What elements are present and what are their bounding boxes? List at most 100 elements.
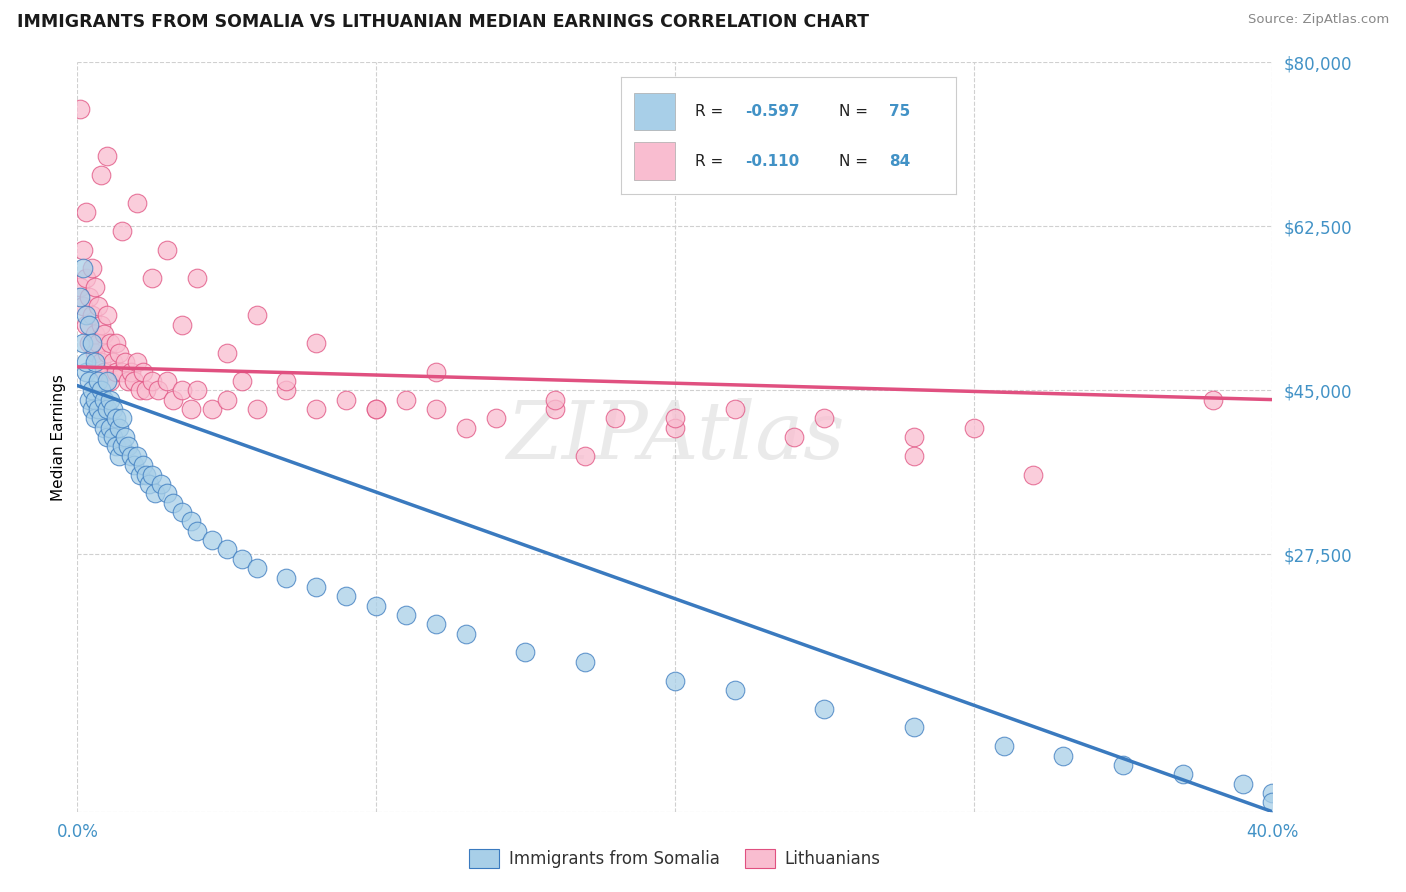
Point <box>425 365 447 379</box>
Point <box>98 421 121 435</box>
Point <box>1022 467 1045 482</box>
Point <box>135 467 157 482</box>
Point <box>141 467 163 482</box>
Point <box>127 355 149 369</box>
Point <box>162 392 184 407</box>
Point <box>454 626 477 640</box>
Point <box>132 365 155 379</box>
Point <box>138 476 160 491</box>
Point <box>215 392 238 407</box>
Point <box>103 355 124 369</box>
Point <box>156 486 179 500</box>
Point <box>111 440 134 453</box>
Point <box>111 411 134 425</box>
Point <box>305 580 328 594</box>
Point <box>96 374 118 388</box>
Point <box>246 401 269 416</box>
Point <box>180 514 202 528</box>
Point <box>105 336 128 351</box>
Point <box>246 561 269 575</box>
Point <box>605 411 627 425</box>
Text: ZIPAtlas: ZIPAtlas <box>506 399 844 475</box>
Point <box>87 299 110 313</box>
Point <box>186 271 208 285</box>
Point <box>544 401 567 416</box>
Point <box>664 673 686 688</box>
Point <box>156 374 179 388</box>
Point <box>69 102 91 116</box>
Point <box>96 401 118 416</box>
Point <box>75 365 97 379</box>
Point <box>90 411 112 425</box>
Point <box>993 739 1015 753</box>
Point <box>305 336 328 351</box>
Point <box>574 655 596 669</box>
Point <box>1171 767 1194 781</box>
Point <box>117 440 139 453</box>
Point <box>90 384 112 398</box>
Point <box>105 440 128 453</box>
Point <box>425 401 447 416</box>
Point <box>105 365 128 379</box>
Point <box>103 430 124 444</box>
Point <box>156 243 179 257</box>
Legend: Immigrants from Somalia, Lithuanians: Immigrants from Somalia, Lithuanians <box>463 842 887 874</box>
Point <box>1202 392 1225 407</box>
Point <box>79 336 101 351</box>
Point <box>170 384 193 398</box>
Point <box>108 449 131 463</box>
Point <box>122 458 145 473</box>
Point <box>231 374 253 388</box>
Point <box>180 401 202 416</box>
Point <box>111 224 134 238</box>
Point <box>69 280 91 294</box>
Point <box>84 411 107 425</box>
Point <box>79 318 101 332</box>
Point <box>963 421 986 435</box>
Point <box>82 261 104 276</box>
Point <box>664 421 686 435</box>
Point <box>127 195 149 210</box>
Point <box>515 646 537 660</box>
Point <box>186 384 208 398</box>
Point <box>84 346 107 360</box>
Point <box>93 365 115 379</box>
Point <box>335 392 357 407</box>
Point <box>84 280 107 294</box>
Point <box>425 617 447 632</box>
Point <box>231 551 253 566</box>
Point <box>79 374 101 388</box>
Point <box>69 289 91 303</box>
Point <box>141 374 163 388</box>
Point <box>96 346 118 360</box>
Point <box>111 365 134 379</box>
Point <box>105 411 128 425</box>
Point <box>75 308 97 322</box>
Point <box>201 533 224 547</box>
Point <box>574 449 596 463</box>
Point <box>72 243 94 257</box>
Point <box>135 384 157 398</box>
Point <box>903 449 925 463</box>
Point <box>664 411 686 425</box>
Point <box>96 149 118 163</box>
Point <box>87 374 110 388</box>
Point <box>395 608 418 623</box>
Point <box>366 401 388 416</box>
Point <box>75 355 97 369</box>
Point <box>146 384 169 398</box>
Point <box>215 346 238 360</box>
Point <box>87 336 110 351</box>
Point <box>1052 748 1074 763</box>
Point <box>1232 776 1254 791</box>
Point <box>724 683 747 698</box>
Point <box>813 411 835 425</box>
Point <box>305 401 328 416</box>
Point <box>90 168 112 182</box>
Point <box>454 421 477 435</box>
Point <box>201 401 224 416</box>
Y-axis label: Median Earnings: Median Earnings <box>51 374 66 500</box>
Point <box>98 392 121 407</box>
Point <box>150 476 173 491</box>
Point <box>143 486 166 500</box>
